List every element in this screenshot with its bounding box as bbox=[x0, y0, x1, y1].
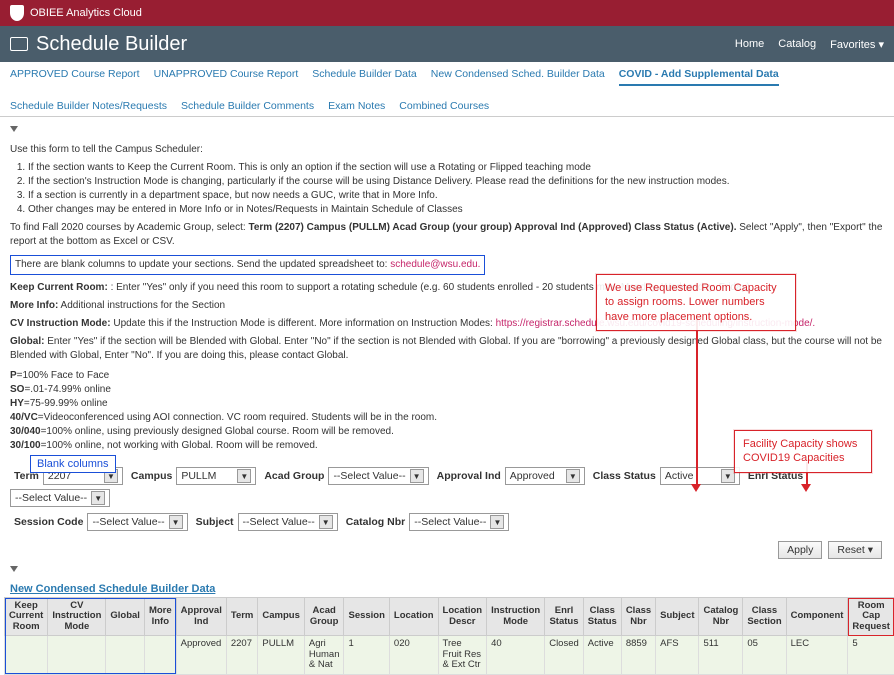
col-header[interactable]: Campus bbox=[258, 598, 304, 636]
tab-bar: APPROVED Course Report UNAPPROVED Course … bbox=[0, 62, 894, 117]
cell: 1 bbox=[344, 636, 389, 674]
instructions-lead: Use this form to tell the Campus Schedul… bbox=[10, 143, 884, 157]
tab-0[interactable]: APPROVED Course Report bbox=[10, 68, 140, 86]
filter-select-campus[interactable]: PULLM▼ bbox=[176, 467, 256, 485]
instruction-item: If the section's Instruction Mode is cha… bbox=[28, 175, 884, 189]
instruction-item: Other changes may be entered in More Inf… bbox=[28, 203, 884, 217]
brand-text: OBIEE Analytics Cloud bbox=[30, 7, 142, 19]
filter-label-campus: Campus bbox=[131, 470, 172, 482]
apply-button[interactable]: Apply bbox=[778, 541, 822, 559]
data-table-wrap: Keep Current RoomCV Instruction ModeGlob… bbox=[0, 597, 894, 675]
annotation-blank-columns: Blank columns bbox=[30, 455, 116, 473]
instruction-item: If a section is currently in a departmen… bbox=[28, 189, 884, 203]
col-header[interactable]: More Info bbox=[144, 598, 176, 636]
col-header[interactable]: Catalog Nbr bbox=[699, 598, 743, 636]
col-header[interactable]: Location bbox=[389, 598, 438, 636]
collapse-icon[interactable] bbox=[10, 126, 18, 132]
mode-line: 40/VC=Videoconferenced using AOI connect… bbox=[10, 411, 884, 425]
tab-8[interactable]: Combined Courses bbox=[399, 100, 489, 116]
cell bbox=[106, 636, 145, 674]
shield-icon bbox=[10, 5, 24, 21]
cell: 020 bbox=[389, 636, 438, 674]
col-header[interactable]: Term bbox=[226, 598, 258, 636]
col-header[interactable]: Location Descr bbox=[438, 598, 487, 636]
filter-select-approval[interactable]: Approved▼ bbox=[505, 467, 585, 485]
filter-label-classst: Class Status bbox=[593, 470, 656, 482]
cell: LEC bbox=[786, 636, 848, 674]
filter-select-session[interactable]: --Select Value--▼ bbox=[87, 513, 187, 531]
col-header[interactable]: Room Cap Request bbox=[848, 598, 894, 636]
col-header[interactable]: Keep Current Room bbox=[5, 598, 48, 636]
schedule-email-link[interactable]: schedule@wsu.edu. bbox=[390, 259, 480, 270]
filter-label-subject: Subject bbox=[196, 516, 234, 528]
instructions-list: If the section wants to Keep the Current… bbox=[28, 161, 884, 217]
cell: 2207 bbox=[226, 636, 258, 674]
filter-select-acad[interactable]: --Select Value--▼ bbox=[328, 467, 428, 485]
filter-select-enrlst[interactable]: --Select Value--▼ bbox=[10, 489, 110, 507]
filter-label-session: Session Code bbox=[14, 516, 83, 528]
cell: PULLM bbox=[258, 636, 304, 674]
filter-select-classst[interactable]: Active▼ bbox=[660, 467, 740, 485]
nav-favorites[interactable]: Favorites ▾ bbox=[830, 38, 884, 51]
global-line: Global: Enter "Yes" if the section will … bbox=[10, 335, 884, 363]
col-header[interactable]: Component bbox=[786, 598, 848, 636]
tab-1[interactable]: UNAPPROVED Course Report bbox=[154, 68, 299, 86]
instruction-item: If the section wants to Keep the Current… bbox=[28, 161, 884, 175]
col-header[interactable]: Instruction Mode bbox=[487, 598, 545, 636]
col-header[interactable]: Class Status bbox=[583, 598, 621, 636]
table-row: Approved2207PULLMAgri Human & Nat1020Tre… bbox=[5, 636, 894, 674]
tab-5[interactable]: Schedule Builder Notes/Requests bbox=[10, 100, 167, 116]
col-header[interactable]: Acad Group bbox=[304, 598, 344, 636]
nav-home[interactable]: Home bbox=[735, 38, 764, 51]
mode-line: P=100% Face to Face bbox=[10, 369, 884, 383]
filter-select-subject[interactable]: --Select Value--▼ bbox=[238, 513, 338, 531]
cell: Tree Fruit Res & Ext Ctr bbox=[438, 636, 487, 674]
cell: 5 bbox=[848, 636, 894, 674]
cell: 8859 bbox=[621, 636, 655, 674]
tab-4[interactable]: COVID - Add Supplemental Data bbox=[619, 68, 779, 86]
cell bbox=[5, 636, 48, 674]
filter-label-acad: Acad Group bbox=[264, 470, 324, 482]
mode-line: HY=75-99.99% online bbox=[10, 397, 884, 411]
tab-7[interactable]: Exam Notes bbox=[328, 100, 385, 116]
filter-label-catalog: Catalog Nbr bbox=[346, 516, 406, 528]
data-table: Keep Current RoomCV Instruction ModeGlob… bbox=[4, 597, 894, 675]
col-header[interactable]: Class Nbr bbox=[621, 598, 655, 636]
cell: Approved bbox=[176, 636, 226, 674]
cell: Active bbox=[583, 636, 621, 674]
page-title: Schedule Builder bbox=[36, 33, 187, 56]
col-header[interactable]: CV Instruction Mode bbox=[48, 598, 106, 636]
tab-6[interactable]: Schedule Builder Comments bbox=[181, 100, 314, 116]
col-header[interactable]: Global bbox=[106, 598, 145, 636]
bluebox-callout: There are blank columns to update your s… bbox=[10, 255, 485, 275]
monitor-icon bbox=[10, 37, 28, 51]
cell: Agri Human & Nat bbox=[304, 636, 344, 674]
col-header[interactable]: Class Section bbox=[743, 598, 786, 636]
tab-2[interactable]: Schedule Builder Data bbox=[312, 68, 416, 86]
cell: 511 bbox=[699, 636, 743, 674]
col-header[interactable]: Approval Ind bbox=[176, 598, 226, 636]
nav-catalog[interactable]: Catalog bbox=[778, 38, 816, 51]
filter-label-approval: Approval Ind bbox=[437, 470, 501, 482]
cell bbox=[48, 636, 106, 674]
section-title: New Condensed Schedule Builder Data bbox=[0, 579, 894, 597]
cell: AFS bbox=[656, 636, 699, 674]
section-collapse-icon[interactable] bbox=[10, 566, 18, 572]
cell: 40 bbox=[487, 636, 545, 674]
col-header[interactable]: Subject bbox=[656, 598, 699, 636]
tab-3[interactable]: New Condensed Sched. Builder Data bbox=[431, 68, 605, 86]
cell bbox=[144, 636, 176, 674]
reset-button[interactable]: Reset ▾ bbox=[828, 541, 882, 559]
annotation-facility-cap: Facility Capacity shows COVID19 Capaciti… bbox=[734, 430, 872, 473]
cell: 05 bbox=[743, 636, 786, 674]
col-header[interactable]: Session bbox=[344, 598, 389, 636]
filter-select-catalog[interactable]: --Select Value--▼ bbox=[409, 513, 509, 531]
find-line: To find Fall 2020 courses by Academic Gr… bbox=[10, 221, 884, 249]
mode-line: SO=.01-74.99% online bbox=[10, 383, 884, 397]
cell: Closed bbox=[545, 636, 584, 674]
col-header[interactable]: Enrl Status bbox=[545, 598, 584, 636]
annotation-room-cap: We use Requested Room Capacity to assign… bbox=[596, 274, 796, 331]
